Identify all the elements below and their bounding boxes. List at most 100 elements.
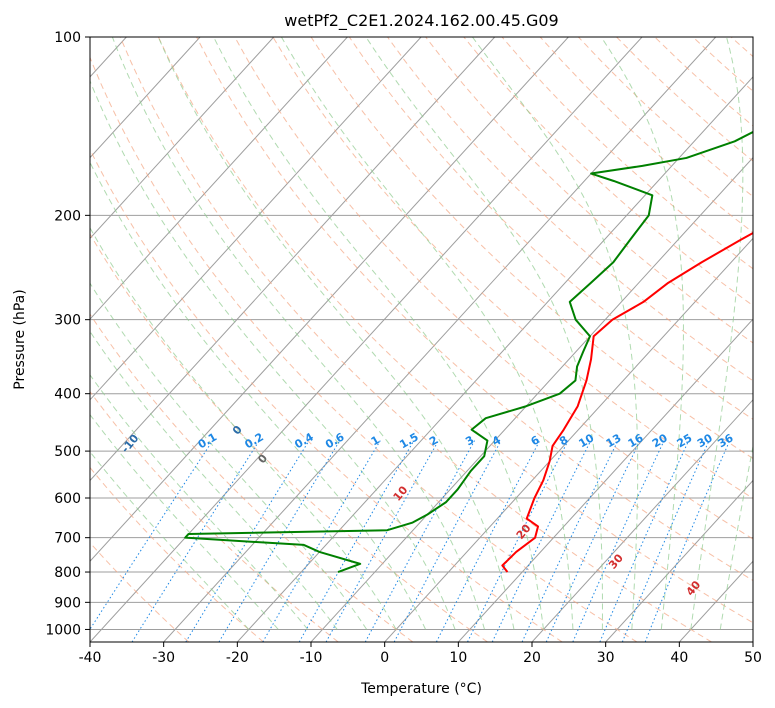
dry-adiabat-line — [539, 37, 753, 234]
dry-adiabat-line — [90, 390, 339, 642]
mixing-ratio-label: 30 — [695, 431, 715, 450]
dry-adiabat-line — [119, 37, 712, 642]
moist-adiabat-label: 30 — [606, 551, 626, 571]
mixing-ratio-label: 0.1 — [196, 430, 219, 451]
x-tick-label: 40 — [670, 650, 688, 666]
x-tick-label: 20 — [523, 650, 541, 666]
moist-adiabat-line — [90, 330, 338, 630]
moist-adiabat-line — [90, 79, 456, 630]
mixing-ratio-label: 0.2 — [242, 430, 265, 451]
y-tick-label: 700 — [54, 531, 81, 547]
mixing-ratio-line — [435, 440, 541, 642]
moist-adiabat-line — [111, 37, 486, 630]
x-tick-label: 30 — [597, 650, 615, 666]
dry-adiabat-line — [463, 37, 753, 307]
dry-adiabat-line — [90, 542, 190, 642]
mixing-ratio-line — [262, 440, 381, 642]
plot-frame — [89, 36, 754, 643]
dry-adiabat-label: -10 — [119, 432, 142, 456]
mixing-ratio-line — [90, 440, 214, 631]
chart-series-layer — [184, 130, 753, 573]
mixing-ratio-line — [491, 440, 592, 642]
moist-adiabat-line — [280, 37, 574, 630]
mixing-ratio-line — [218, 440, 341, 642]
dry-adiabat-line — [196, 37, 753, 582]
isotherm-line — [605, 479, 753, 642]
y-tick-label: 900 — [54, 595, 81, 611]
moist-adiabat-line — [213, 37, 544, 630]
dry-adiabat-line — [387, 37, 753, 382]
y-tick-label: 1000 — [45, 622, 81, 638]
isotherm-line — [384, 237, 753, 642]
moist-adiabat-line — [90, 226, 397, 630]
mixing-ratio-line — [185, 440, 310, 642]
dry-adiabat-line — [425, 37, 753, 344]
isotherm-line — [163, 37, 717, 642]
mixing-ratio-line — [572, 440, 665, 642]
isotherm-line — [90, 37, 569, 563]
mixing-ratio-line — [131, 440, 260, 642]
dry-adiabat-line — [578, 37, 753, 198]
mixing-ratio-line — [545, 440, 641, 642]
moist-adiabat-line — [157, 37, 515, 630]
dewpoint-profile-line — [184, 130, 753, 573]
x-tick-label: 50 — [744, 650, 762, 666]
dry-adiabat-line — [234, 37, 753, 540]
axis-ticks: -40 -30 -20 -10 0 10 20 30 40 5010020030040050060… — [45, 30, 762, 666]
y-tick-label: 200 — [54, 208, 81, 224]
mixing-ratio-label: 25 — [675, 431, 695, 450]
y-tick-label: 300 — [54, 313, 81, 329]
y-tick-label: 800 — [54, 565, 81, 581]
isotherm-line — [90, 37, 201, 159]
dry-adiabat-line — [90, 466, 264, 642]
moist-adiabat-line — [719, 443, 753, 630]
isotherm-line — [457, 318, 753, 642]
moist-adiabat-label: 0 — [255, 452, 270, 466]
mixing-ratio-line — [644, 440, 731, 642]
y-tick-label: 500 — [54, 444, 81, 460]
dry-adiabat-line — [90, 148, 563, 642]
temperature-profile-line — [501, 231, 753, 573]
isotherm-line — [236, 76, 753, 642]
moist-adiabat-line — [472, 37, 639, 630]
mixing-ratio-label: 13 — [604, 431, 624, 450]
mixing-ratio-line — [621, 440, 710, 642]
isotherm-line — [90, 37, 422, 401]
chart-grid — [90, 37, 775, 642]
x-tick-label: 0 — [380, 650, 389, 666]
y-tick-label: 100 — [54, 30, 81, 46]
moist-adiabat-line — [90, 450, 250, 630]
mixing-ratio-label: 1.5 — [397, 430, 420, 451]
mixing-ratio-label: 36 — [716, 431, 736, 450]
x-tick-label: 10 — [449, 650, 467, 666]
mixing-ratio-line — [467, 440, 569, 642]
x-tick-label: -40 — [79, 650, 102, 666]
isotherm-line — [90, 37, 348, 320]
mixing-ratio-label: 16 — [626, 431, 646, 450]
isotherm-line — [531, 399, 753, 642]
mixing-ratio-label: 20 — [650, 431, 670, 450]
isotherm-line — [752, 641, 753, 642]
moist-adiabat-line — [90, 413, 279, 630]
mixing-ratio-line — [393, 440, 502, 642]
dry-adiabat-line — [654, 37, 753, 127]
mixing-ratio-line — [298, 440, 415, 642]
moist-adiabat-line — [365, 37, 603, 630]
y-tick-label: 400 — [54, 387, 81, 403]
isotherm-line — [678, 560, 753, 642]
moist-adiabat-label: 10 — [391, 483, 411, 503]
isotherm-line — [90, 37, 643, 642]
mixing-ratio-line — [364, 440, 476, 642]
moist-adiabat-line — [90, 374, 309, 630]
isotherm-line — [90, 37, 496, 482]
moist-adiabat-line — [90, 282, 368, 630]
dry-adiabat-line — [157, 37, 753, 624]
moist-adiabat-label: 40 — [684, 578, 704, 598]
moist-adiabat-line — [600, 37, 684, 630]
dry-adiabat-line — [616, 37, 753, 162]
dry-adiabat-line — [90, 233, 488, 642]
dry-adiabat-line — [769, 37, 775, 642]
mixing-ratio-line — [521, 440, 619, 642]
moist-adiabat-line — [690, 37, 744, 630]
